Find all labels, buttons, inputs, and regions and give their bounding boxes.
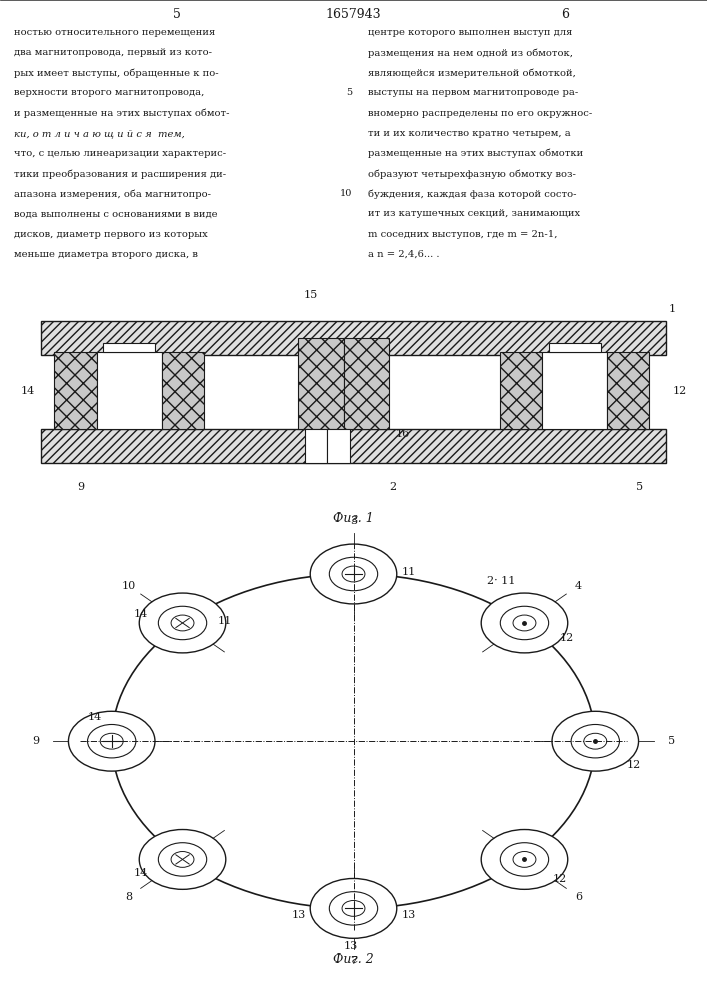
Text: m соседних выступов, где m = 2n-1,: m соседних выступов, где m = 2n-1, bbox=[368, 230, 557, 239]
Bar bbox=[41, 321, 666, 355]
Circle shape bbox=[310, 878, 397, 938]
Text: ти и их количество кратно четырем, а: ти и их количество кратно четырем, а bbox=[368, 129, 571, 138]
Text: 7: 7 bbox=[350, 956, 357, 966]
Text: 5: 5 bbox=[668, 736, 675, 746]
Bar bbox=[103, 343, 155, 352]
Circle shape bbox=[158, 606, 206, 640]
Circle shape bbox=[139, 593, 226, 653]
Bar bbox=[344, 338, 390, 429]
Text: центре которого выполнен выступ для: центре которого выполнен выступ для bbox=[368, 28, 572, 37]
Text: 12: 12 bbox=[553, 874, 567, 884]
Text: 12: 12 bbox=[559, 633, 573, 643]
Circle shape bbox=[481, 593, 568, 653]
Circle shape bbox=[88, 724, 136, 758]
Text: 3: 3 bbox=[350, 516, 357, 526]
Circle shape bbox=[552, 711, 638, 771]
Text: что, с целью линеаризации характерис-: что, с целью линеаризации характерис- bbox=[14, 149, 226, 158]
Text: 15: 15 bbox=[304, 290, 318, 300]
Text: вномерно распределены по его окружнос-: вномерно распределены по его окружнос- bbox=[368, 109, 592, 118]
Text: 2· 11: 2· 11 bbox=[487, 576, 515, 586]
Text: 13: 13 bbox=[402, 910, 416, 920]
Circle shape bbox=[501, 606, 549, 640]
Text: 14: 14 bbox=[21, 386, 35, 396]
Text: 13: 13 bbox=[343, 941, 358, 951]
Circle shape bbox=[171, 615, 194, 631]
Text: 11: 11 bbox=[402, 567, 416, 577]
Text: 2: 2 bbox=[389, 482, 396, 492]
Circle shape bbox=[100, 733, 123, 749]
Text: 13: 13 bbox=[291, 910, 306, 920]
Text: ит из катушечных секций, занимающих: ит из катушечных секций, занимающих bbox=[368, 209, 580, 218]
Text: Фиг. 2: Фиг. 2 bbox=[333, 953, 374, 966]
Text: буждения, каждая фаза которой состо-: буждения, каждая фаза которой состо- bbox=[368, 189, 576, 199]
Bar bbox=[162, 352, 204, 429]
Text: тики преобразования и расширения ди-: тики преобразования и расширения ди- bbox=[14, 169, 226, 179]
Text: выступы на первом магнитопроводе ра-: выступы на первом магнитопроводе ра- bbox=[368, 88, 578, 97]
Text: размещения на нем одной из обмоток,: размещения на нем одной из обмоток, bbox=[368, 48, 573, 58]
Text: а n = 2,4,6... .: а n = 2,4,6... . bbox=[368, 250, 439, 259]
Text: меньше диаметра второго диска, в: меньше диаметра второго диска, в bbox=[14, 250, 198, 259]
Text: 1657943: 1657943 bbox=[326, 8, 381, 21]
Text: 12: 12 bbox=[627, 760, 641, 770]
Circle shape bbox=[584, 733, 607, 749]
Text: 14: 14 bbox=[88, 712, 103, 722]
Bar bbox=[54, 352, 97, 429]
Text: 8: 8 bbox=[125, 892, 132, 902]
Text: верхности второго магнитопровода,: верхности второго магнитопровода, bbox=[14, 88, 204, 97]
Text: 10: 10 bbox=[122, 581, 136, 591]
Circle shape bbox=[69, 711, 155, 771]
Bar bbox=[500, 352, 542, 429]
Bar bbox=[549, 343, 601, 352]
Circle shape bbox=[481, 830, 568, 889]
Bar bbox=[542, 352, 607, 429]
Bar bbox=[41, 429, 666, 463]
Circle shape bbox=[139, 830, 226, 889]
Text: вода выполнены с основаниями в виде: вода выполнены с основаниями в виде bbox=[14, 209, 218, 218]
Text: 14: 14 bbox=[134, 609, 148, 619]
Text: 14: 14 bbox=[134, 868, 148, 878]
Text: 4: 4 bbox=[575, 581, 582, 591]
Text: 11: 11 bbox=[218, 616, 232, 626]
Circle shape bbox=[501, 843, 549, 876]
Text: 5: 5 bbox=[636, 482, 643, 492]
Circle shape bbox=[171, 852, 194, 867]
Bar bbox=[305, 429, 327, 463]
Text: Фиг. 1: Фиг. 1 bbox=[333, 512, 374, 525]
Circle shape bbox=[329, 557, 378, 591]
Circle shape bbox=[158, 843, 206, 876]
Bar bbox=[298, 338, 344, 429]
Text: 12: 12 bbox=[672, 386, 686, 396]
Text: два магнитопровода, первый из кото-: два магнитопровода, первый из кото- bbox=[14, 48, 212, 57]
Text: дисков, диаметр первого из которых: дисков, диаметр первого из которых bbox=[14, 230, 208, 239]
Text: 10: 10 bbox=[339, 189, 352, 198]
Circle shape bbox=[513, 852, 536, 867]
Text: размещенные на этих выступах обмотки: размещенные на этих выступах обмотки bbox=[368, 149, 583, 158]
Circle shape bbox=[571, 724, 619, 758]
Text: 6: 6 bbox=[575, 892, 582, 902]
Circle shape bbox=[310, 544, 397, 604]
Bar bbox=[97, 352, 162, 429]
Text: 9: 9 bbox=[32, 736, 39, 746]
Bar bbox=[607, 352, 650, 429]
Text: 5: 5 bbox=[173, 8, 181, 21]
Text: рых имеет выступы, обращенные к по-: рых имеет выступы, обращенные к по- bbox=[14, 68, 218, 78]
Circle shape bbox=[342, 566, 365, 582]
Text: 16: 16 bbox=[396, 429, 410, 439]
Text: 6: 6 bbox=[561, 8, 570, 21]
Text: и размещенные на этих выступах обмот-: и размещенные на этих выступах обмот- bbox=[14, 109, 230, 118]
Text: 9: 9 bbox=[77, 482, 84, 492]
Text: 5: 5 bbox=[346, 88, 352, 97]
Circle shape bbox=[513, 615, 536, 631]
Text: апазона измерения, оба магнитопро-: апазона измерения, оба магнитопро- bbox=[14, 189, 211, 199]
Text: ностью относительного перемещения: ностью относительного перемещения bbox=[14, 28, 216, 37]
Text: 1: 1 bbox=[669, 304, 676, 314]
Text: являющейся измерительной обмоткой,: являющейся измерительной обмоткой, bbox=[368, 68, 575, 78]
Circle shape bbox=[342, 900, 365, 916]
Text: образуют четырехфазную обмотку воз-: образуют четырехфазную обмотку воз- bbox=[368, 169, 575, 179]
Circle shape bbox=[329, 892, 378, 925]
Bar bbox=[327, 429, 350, 463]
Text: ки, о т л и ч а ю щ и й с я  тем,: ки, о т л и ч а ю щ и й с я тем, bbox=[14, 129, 185, 138]
